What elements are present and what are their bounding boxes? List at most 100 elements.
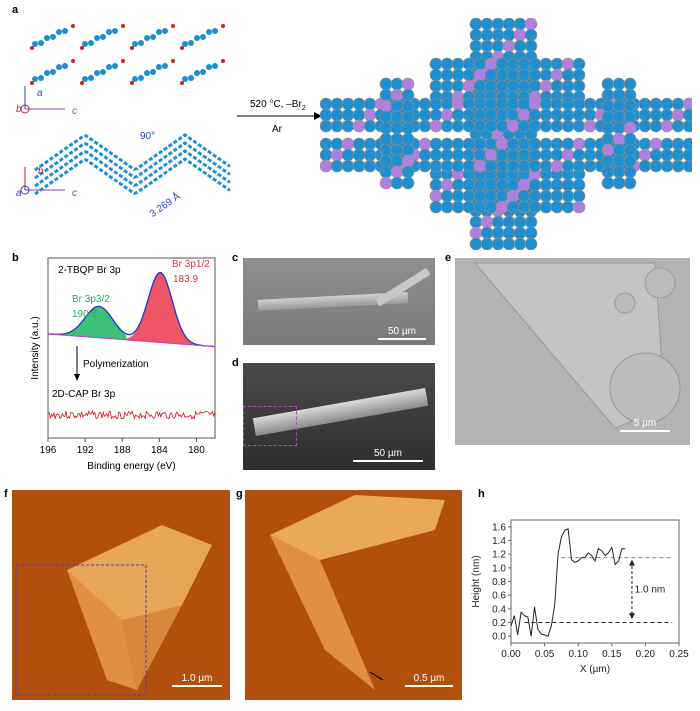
framework-atom [401, 143, 415, 157]
framework-atom [379, 99, 393, 113]
framework-atom [539, 97, 553, 111]
framework-atom [623, 132, 637, 146]
framework-atom [379, 143, 393, 157]
framework-atom [429, 119, 443, 133]
framework-atom [480, 28, 494, 42]
framework-atom [528, 119, 542, 133]
framework-atom [561, 148, 575, 162]
framework-atom [473, 57, 487, 71]
x-tick-label: 0.05 [535, 649, 555, 660]
framework-atom [649, 97, 663, 111]
molecule-atom [88, 40, 94, 46]
scalebar-f: 1.0 µm [172, 673, 222, 687]
framework-atom [612, 88, 626, 102]
framework-atom [418, 159, 432, 173]
molecule-atom [32, 76, 38, 82]
molecule-atom [106, 29, 112, 35]
framework-atom [341, 159, 355, 173]
molecule-atom [50, 69, 56, 75]
framework-atom [623, 110, 637, 124]
scalebar-g: 0.5 µm [405, 673, 453, 687]
framework-atom [379, 88, 393, 102]
framework-atom [506, 119, 520, 133]
framework-atom [513, 39, 527, 53]
molecule-atom [156, 29, 162, 35]
framework-atom [601, 132, 615, 146]
framework-atom [671, 159, 685, 173]
molecule-chain [34, 157, 231, 196]
framework-atom [612, 154, 626, 168]
framework-atom [517, 200, 531, 214]
framework-atom [341, 137, 355, 151]
framework-atom [539, 68, 553, 82]
framework-atom [517, 148, 531, 162]
y-tick-label: 1.4 [492, 536, 506, 547]
framework-atom [462, 200, 476, 214]
framework-atom [572, 68, 586, 82]
framework-atom [469, 237, 483, 250]
molecule-atom [82, 41, 88, 47]
framework-atom [484, 137, 498, 151]
framework-atom [583, 97, 597, 111]
framework-atom [623, 88, 637, 102]
bromine-atom [71, 24, 75, 28]
bromine-atom [121, 59, 125, 63]
framework-atom [484, 68, 498, 82]
framework-atom [484, 200, 498, 214]
framework-atom [601, 77, 615, 91]
molecule-atom [156, 64, 162, 70]
framework-atom [451, 178, 465, 192]
framework-atom [341, 148, 355, 162]
axis-a-label-2: a [16, 188, 22, 199]
framework-atom [451, 108, 465, 122]
framework-atom [401, 121, 415, 135]
framework-atom [480, 39, 494, 53]
framework-atom [462, 159, 476, 173]
framework-atom [682, 159, 692, 173]
framework-atom [495, 178, 509, 192]
bromine-atom [221, 24, 225, 28]
framework-atom [583, 148, 597, 162]
fit-line [47, 271, 216, 348]
framework-atom [440, 119, 454, 133]
molecule-atom [144, 70, 150, 76]
framework-atom [601, 121, 615, 135]
framework-atom [623, 121, 637, 135]
molecule-atom [194, 70, 200, 76]
molecule-atom [56, 29, 62, 35]
framework-atom [401, 99, 415, 113]
molecule-atom [32, 41, 38, 47]
framework-atom [320, 119, 333, 133]
framework-atom [379, 121, 393, 135]
framework-atom [660, 148, 674, 162]
framework-atom [451, 97, 465, 111]
framework-atom [473, 148, 487, 162]
framework-atom [561, 97, 575, 111]
molecule-atom [106, 64, 112, 70]
arrow-head [628, 613, 635, 620]
framework-atom [583, 119, 597, 133]
framework-atom [506, 178, 520, 192]
framework-atom [513, 18, 527, 31]
bottom-spectrum-label: 2D-CAP Br 3p [52, 389, 116, 400]
framework-atom [484, 57, 498, 71]
framework-atom [473, 200, 487, 214]
molecule-atom [162, 28, 168, 34]
x-tick-label: 0.00 [501, 649, 521, 660]
height-profile-chart: 0.00 0.05 0.10 0.15 0.20 0.25 0.0 0.2 0.4 0.6 0.8 1… [471, 519, 689, 675]
framework-atom [601, 165, 615, 179]
molecule-chain [34, 141, 231, 180]
framework-atom [440, 137, 454, 151]
framework-atom [601, 154, 615, 168]
framework-atom [352, 159, 366, 173]
molecular-chain-side-view [20, 133, 231, 196]
molecule-atom [138, 75, 144, 81]
panel-label-f: f [4, 488, 8, 500]
axis-b-label-2: b [38, 166, 44, 177]
framework-atom [401, 176, 415, 190]
framework-atom [429, 189, 443, 203]
framework-atom [440, 108, 454, 122]
reaction-condition: 520 °C, –Br2 [250, 99, 306, 112]
framework-atom [561, 57, 575, 71]
x-tick-label: 188 [114, 445, 131, 456]
